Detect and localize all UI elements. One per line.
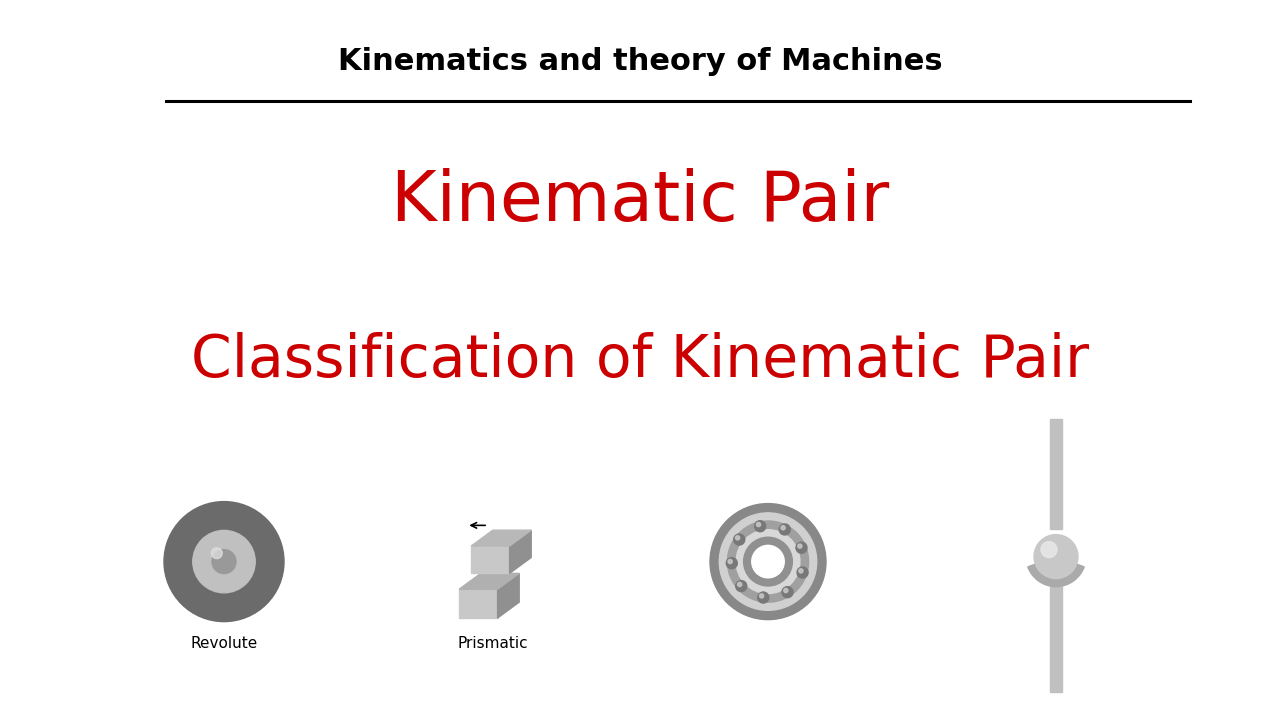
Polygon shape	[498, 573, 520, 618]
Circle shape	[211, 548, 223, 559]
Circle shape	[193, 531, 255, 593]
Circle shape	[796, 542, 806, 553]
Circle shape	[755, 521, 765, 531]
Circle shape	[1034, 534, 1078, 579]
Polygon shape	[460, 573, 520, 589]
Circle shape	[797, 544, 803, 548]
Text: Kinematic Pair: Kinematic Pair	[390, 168, 890, 235]
Circle shape	[736, 530, 800, 593]
Polygon shape	[471, 546, 509, 573]
Circle shape	[744, 537, 792, 586]
Circle shape	[782, 587, 794, 598]
Circle shape	[733, 534, 745, 545]
Circle shape	[164, 502, 284, 621]
Circle shape	[781, 526, 785, 530]
Polygon shape	[460, 589, 498, 618]
Circle shape	[726, 558, 737, 569]
Wedge shape	[1028, 563, 1084, 587]
Circle shape	[1041, 541, 1057, 557]
Circle shape	[758, 592, 769, 603]
Circle shape	[728, 559, 732, 564]
Circle shape	[710, 503, 826, 620]
Circle shape	[797, 567, 808, 578]
Polygon shape	[509, 530, 531, 573]
Circle shape	[212, 549, 236, 574]
Circle shape	[751, 545, 785, 578]
Text: Classification of Kinematic Pair: Classification of Kinematic Pair	[191, 331, 1089, 389]
Circle shape	[719, 513, 817, 611]
Circle shape	[736, 580, 746, 592]
Circle shape	[736, 536, 740, 540]
Text: Prismatic: Prismatic	[457, 636, 529, 651]
Circle shape	[759, 594, 764, 598]
Polygon shape	[471, 530, 531, 546]
Bar	[1050, 582, 1062, 692]
Circle shape	[780, 524, 790, 535]
Circle shape	[799, 569, 803, 573]
Text: Kinematics and theory of Machines: Kinematics and theory of Machines	[338, 47, 942, 76]
Circle shape	[783, 588, 788, 593]
Circle shape	[756, 523, 760, 526]
Circle shape	[727, 521, 809, 602]
Text: Revolute: Revolute	[191, 636, 257, 651]
Bar	[1050, 418, 1062, 528]
Circle shape	[737, 582, 741, 587]
